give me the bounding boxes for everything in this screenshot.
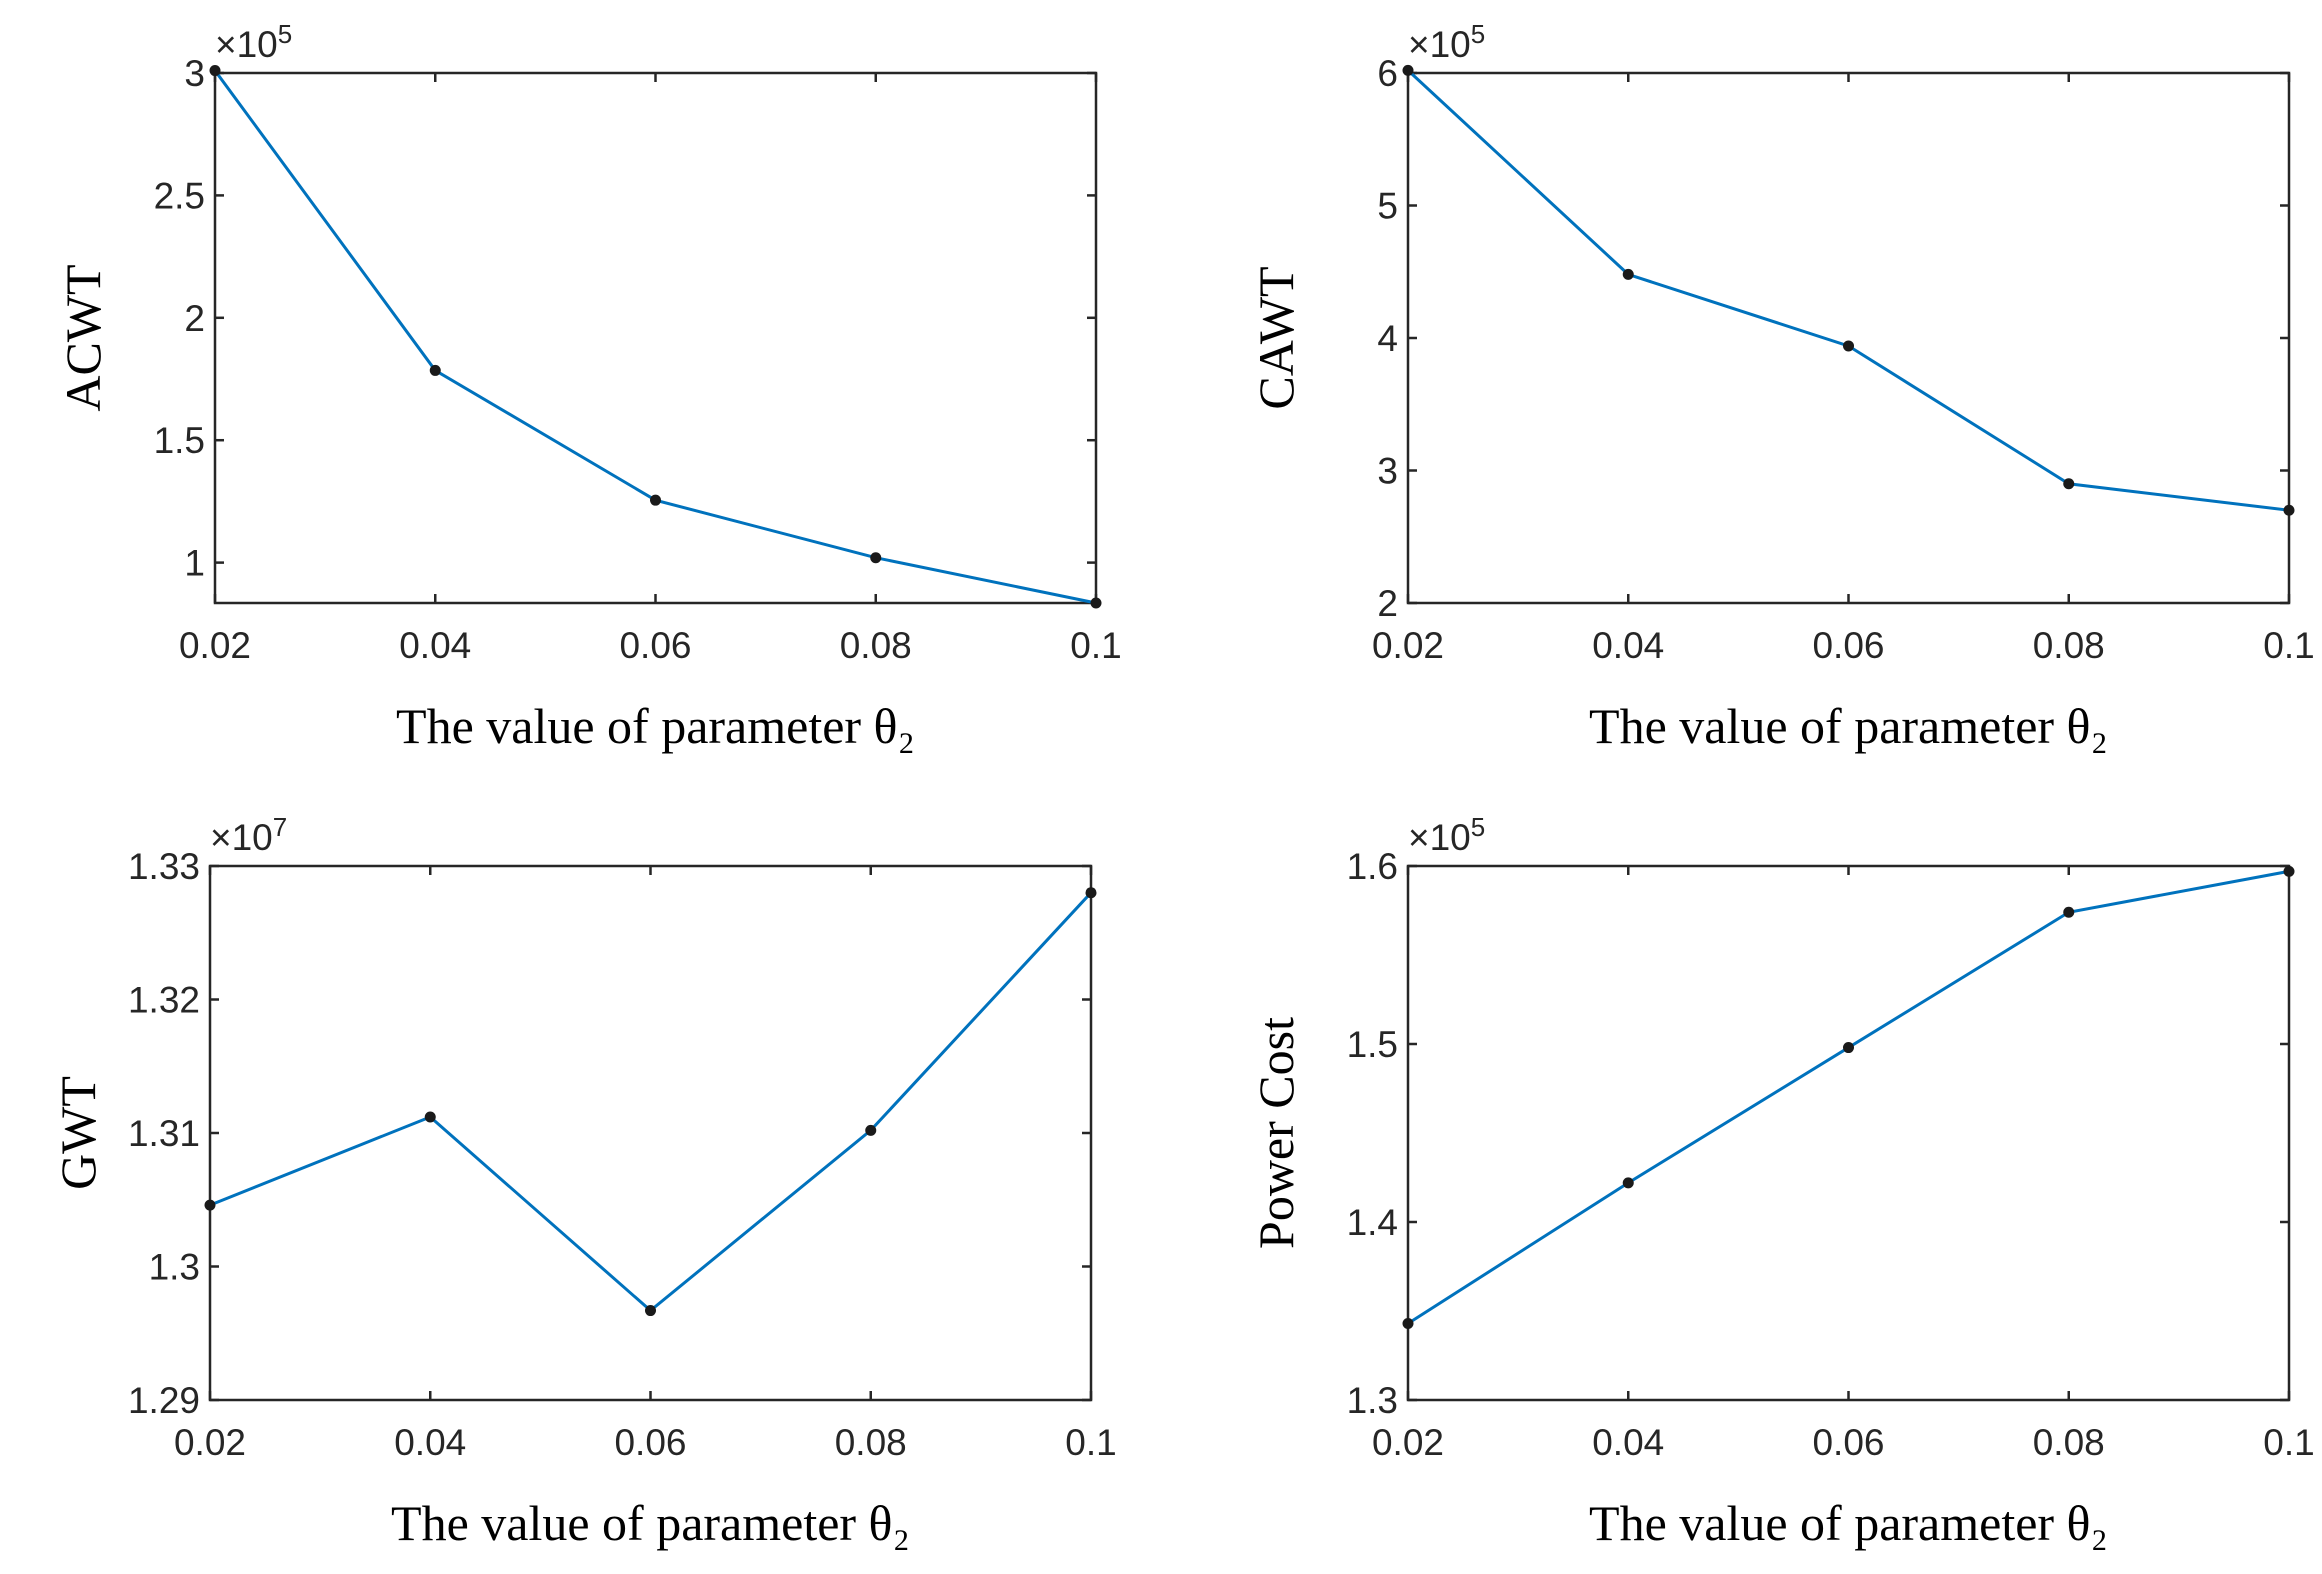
y-axis-label: Power Cost — [1248, 1017, 1304, 1249]
data-point[interactable] — [1622, 268, 1634, 280]
y-tick-label: 1.31 — [128, 1113, 200, 1154]
x-axis-label: The value of parameter θ₂ — [1589, 698, 2108, 754]
data-point[interactable] — [870, 552, 882, 564]
data-point[interactable] — [1843, 340, 1854, 352]
data-point[interactable] — [2283, 504, 2295, 516]
y-axis-label: CAWT — [1248, 266, 1304, 409]
y-tick-label: 4 — [1377, 318, 1398, 359]
y-tick-label: 1.33 — [128, 846, 200, 887]
x-tick-label: 0.06 — [614, 1422, 686, 1463]
y-exponent-label: ×107 — [210, 812, 287, 858]
data-point[interactable] — [1402, 1317, 1414, 1329]
y-tick-label: 1.32 — [128, 980, 200, 1021]
x-tick-label: 0.06 — [1812, 625, 1884, 666]
y-tick-label: 6 — [1377, 53, 1398, 94]
data-point[interactable] — [1085, 887, 1097, 899]
y-tick-label: 1.6 — [1347, 846, 1398, 887]
data-point[interactable] — [650, 494, 661, 506]
x-tick-label: 0.08 — [840, 625, 912, 666]
x-tick-label: 0.08 — [2033, 1422, 2105, 1463]
y-tick-label: 1.4 — [1347, 1202, 1398, 1243]
data-point[interactable] — [209, 65, 221, 77]
y-exponent-label: ×105 — [1408, 19, 1485, 65]
x-tick-label: 0.02 — [174, 1422, 246, 1463]
data-point[interactable] — [1090, 597, 1102, 609]
y-axis-label: GWT — [50, 1076, 106, 1190]
data-point[interactable] — [204, 1199, 216, 1211]
subplot-power-cost: 0.02 0.04 0.06 0.08 0.1 1.3 1.4 1.5 1.6×105 The v… — [1248, 812, 2315, 1551]
data-point[interactable] — [429, 364, 441, 376]
x-tick-label: 0.08 — [835, 1422, 907, 1463]
data-point[interactable] — [424, 1111, 436, 1123]
data-point[interactable] — [2283, 865, 2295, 877]
series-line — [213, 69, 1097, 605]
y-tick-label: 3 — [184, 53, 205, 94]
x-tick-label: 0.1 — [2263, 625, 2314, 666]
x-tick-label: 0.04 — [394, 1422, 466, 1463]
data-point[interactable] — [2063, 906, 2075, 918]
data-point[interactable] — [645, 1305, 656, 1317]
data-point[interactable] — [1843, 1042, 1854, 1054]
y-tick-label: 1 — [184, 543, 205, 584]
y-tick-label: 1.5 — [154, 420, 205, 461]
subplot-acwt: 0.02 0.04 0.06 0.08 0.1 1 1.5 2 2.5 3×105 The valu… — [55, 19, 1122, 754]
x-tick-label: 0.04 — [1592, 625, 1664, 666]
x-tick-label: 0.08 — [2033, 625, 2105, 666]
x-tick-label: 0.06 — [1812, 1422, 1884, 1463]
series-line — [1407, 869, 2290, 1325]
y-tick-label: 2 — [1377, 583, 1398, 624]
x-tick-label: 0.02 — [179, 625, 251, 666]
data-point[interactable] — [1402, 64, 1414, 76]
x-axis-label: The value of parameter θ₂ — [396, 698, 915, 754]
y-exponent-label: ×105 — [215, 19, 292, 65]
y-tick-label: 1.3 — [1347, 1380, 1398, 1421]
x-tick-label: 0.02 — [1372, 625, 1444, 666]
axes-box — [1406, 71, 2291, 605]
data-point[interactable] — [2063, 478, 2075, 490]
x-tick-label: 0.1 — [1065, 1422, 1116, 1463]
x-tick-label: 0.06 — [619, 625, 691, 666]
x-axis-label: The value of parameter θ₂ — [1589, 1495, 2108, 1551]
axes-box — [1406, 864, 2291, 1402]
axes-box — [208, 864, 1093, 1402]
x-axis-label: The value of parameter θ₂ — [391, 1495, 910, 1551]
subplot-cawt: 0.02 0.04 0.06 0.08 0.1 2 3 4 5 6×105 The value of… — [1248, 19, 2315, 754]
y-tick-label: 2 — [184, 298, 205, 339]
x-tick-label: 0.1 — [2263, 1422, 2314, 1463]
y-tick-label: 3 — [1377, 451, 1398, 492]
series-line — [209, 891, 1093, 1313]
data-point[interactable] — [865, 1124, 877, 1136]
subplot-gwt: 0.02 0.04 0.06 0.08 0.1 1.29 1.3 1.31 1.32 1.33×1… — [50, 812, 1117, 1551]
x-tick-label: 0.02 — [1372, 1422, 1444, 1463]
data-point[interactable] — [1622, 1177, 1634, 1189]
series-line — [1406, 69, 2290, 512]
y-exponent-label: ×105 — [1408, 812, 1485, 858]
x-tick-label: 0.04 — [1592, 1422, 1664, 1463]
axes-box — [213, 71, 1098, 605]
y-tick-label: 2.5 — [154, 175, 205, 216]
x-tick-label: 0.1 — [1070, 625, 1121, 666]
x-tick-label: 0.04 — [399, 625, 471, 666]
y-tick-label: 1.29 — [128, 1380, 200, 1421]
y-tick-label: 1.5 — [1347, 1024, 1398, 1065]
y-tick-label: 5 — [1377, 186, 1398, 227]
y-tick-label: 1.3 — [149, 1247, 200, 1288]
y-axis-label: ACWT — [55, 264, 111, 411]
